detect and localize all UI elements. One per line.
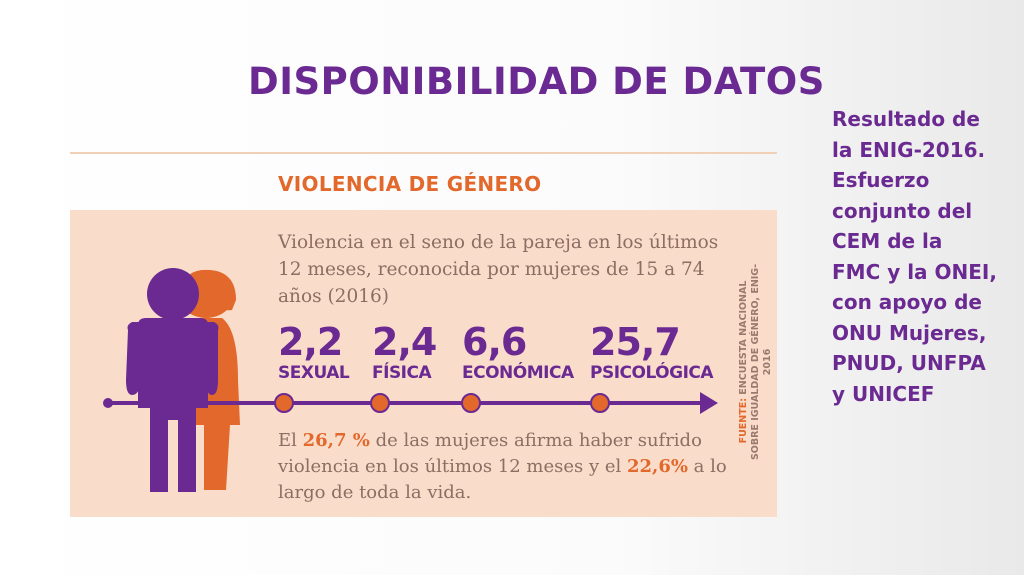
marker-dot <box>461 393 481 413</box>
side-note: Resultado de la ENIG-2016. Esfuerzo conj… <box>832 107 997 406</box>
summary-part: a lo largo de toda la vida. <box>278 456 727 503</box>
marker-dot <box>370 393 390 413</box>
stat-value: 2,4 <box>372 320 437 364</box>
summary-percent: 26,7 % <box>302 430 370 451</box>
stat-label: SEXUAL <box>278 363 350 383</box>
stat-label: ECONÓMICA <box>462 363 574 383</box>
summary-text: El 26,7 % de las mujeres afirma haber su… <box>278 428 728 506</box>
stat-sexual: 2,2 SEXUAL <box>278 320 350 383</box>
description-text: Violencia en el seno de la pareja en los… <box>278 232 719 307</box>
stat-fisica: 2,4 FÍSICA <box>372 320 437 383</box>
source-note: FUENTE: ENCUESTA NACIONAL SOBRE IGUALDAD… <box>735 262 777 462</box>
section-title: VIOLENCIA DE GÉNERO <box>278 172 542 196</box>
stat-psicologica: 25,7 PSICOLÓGICA <box>590 320 714 383</box>
summary-part: El <box>278 430 303 451</box>
divider <box>70 152 777 154</box>
stat-value: 2,2 <box>278 320 343 364</box>
marker-dot <box>274 393 294 413</box>
summary-percent: 22,6% <box>627 456 688 477</box>
summary-part: de las mujeres afirma haber sufrido viol… <box>278 430 702 477</box>
marker-dot <box>590 393 610 413</box>
stat-label: PSICOLÓGICA <box>590 363 714 383</box>
stat-economica: 6,6 ECONÓMICA <box>462 322 574 383</box>
stat-value: 25,7 <box>590 320 681 364</box>
stat-label: FÍSICA <box>372 363 432 383</box>
page-title: DISPONIBILIDAD DE DATOS <box>248 60 825 103</box>
source-label: FUENTE: <box>738 398 749 444</box>
timeline-markers <box>274 393 610 413</box>
stat-value: 6,6 <box>462 320 527 364</box>
